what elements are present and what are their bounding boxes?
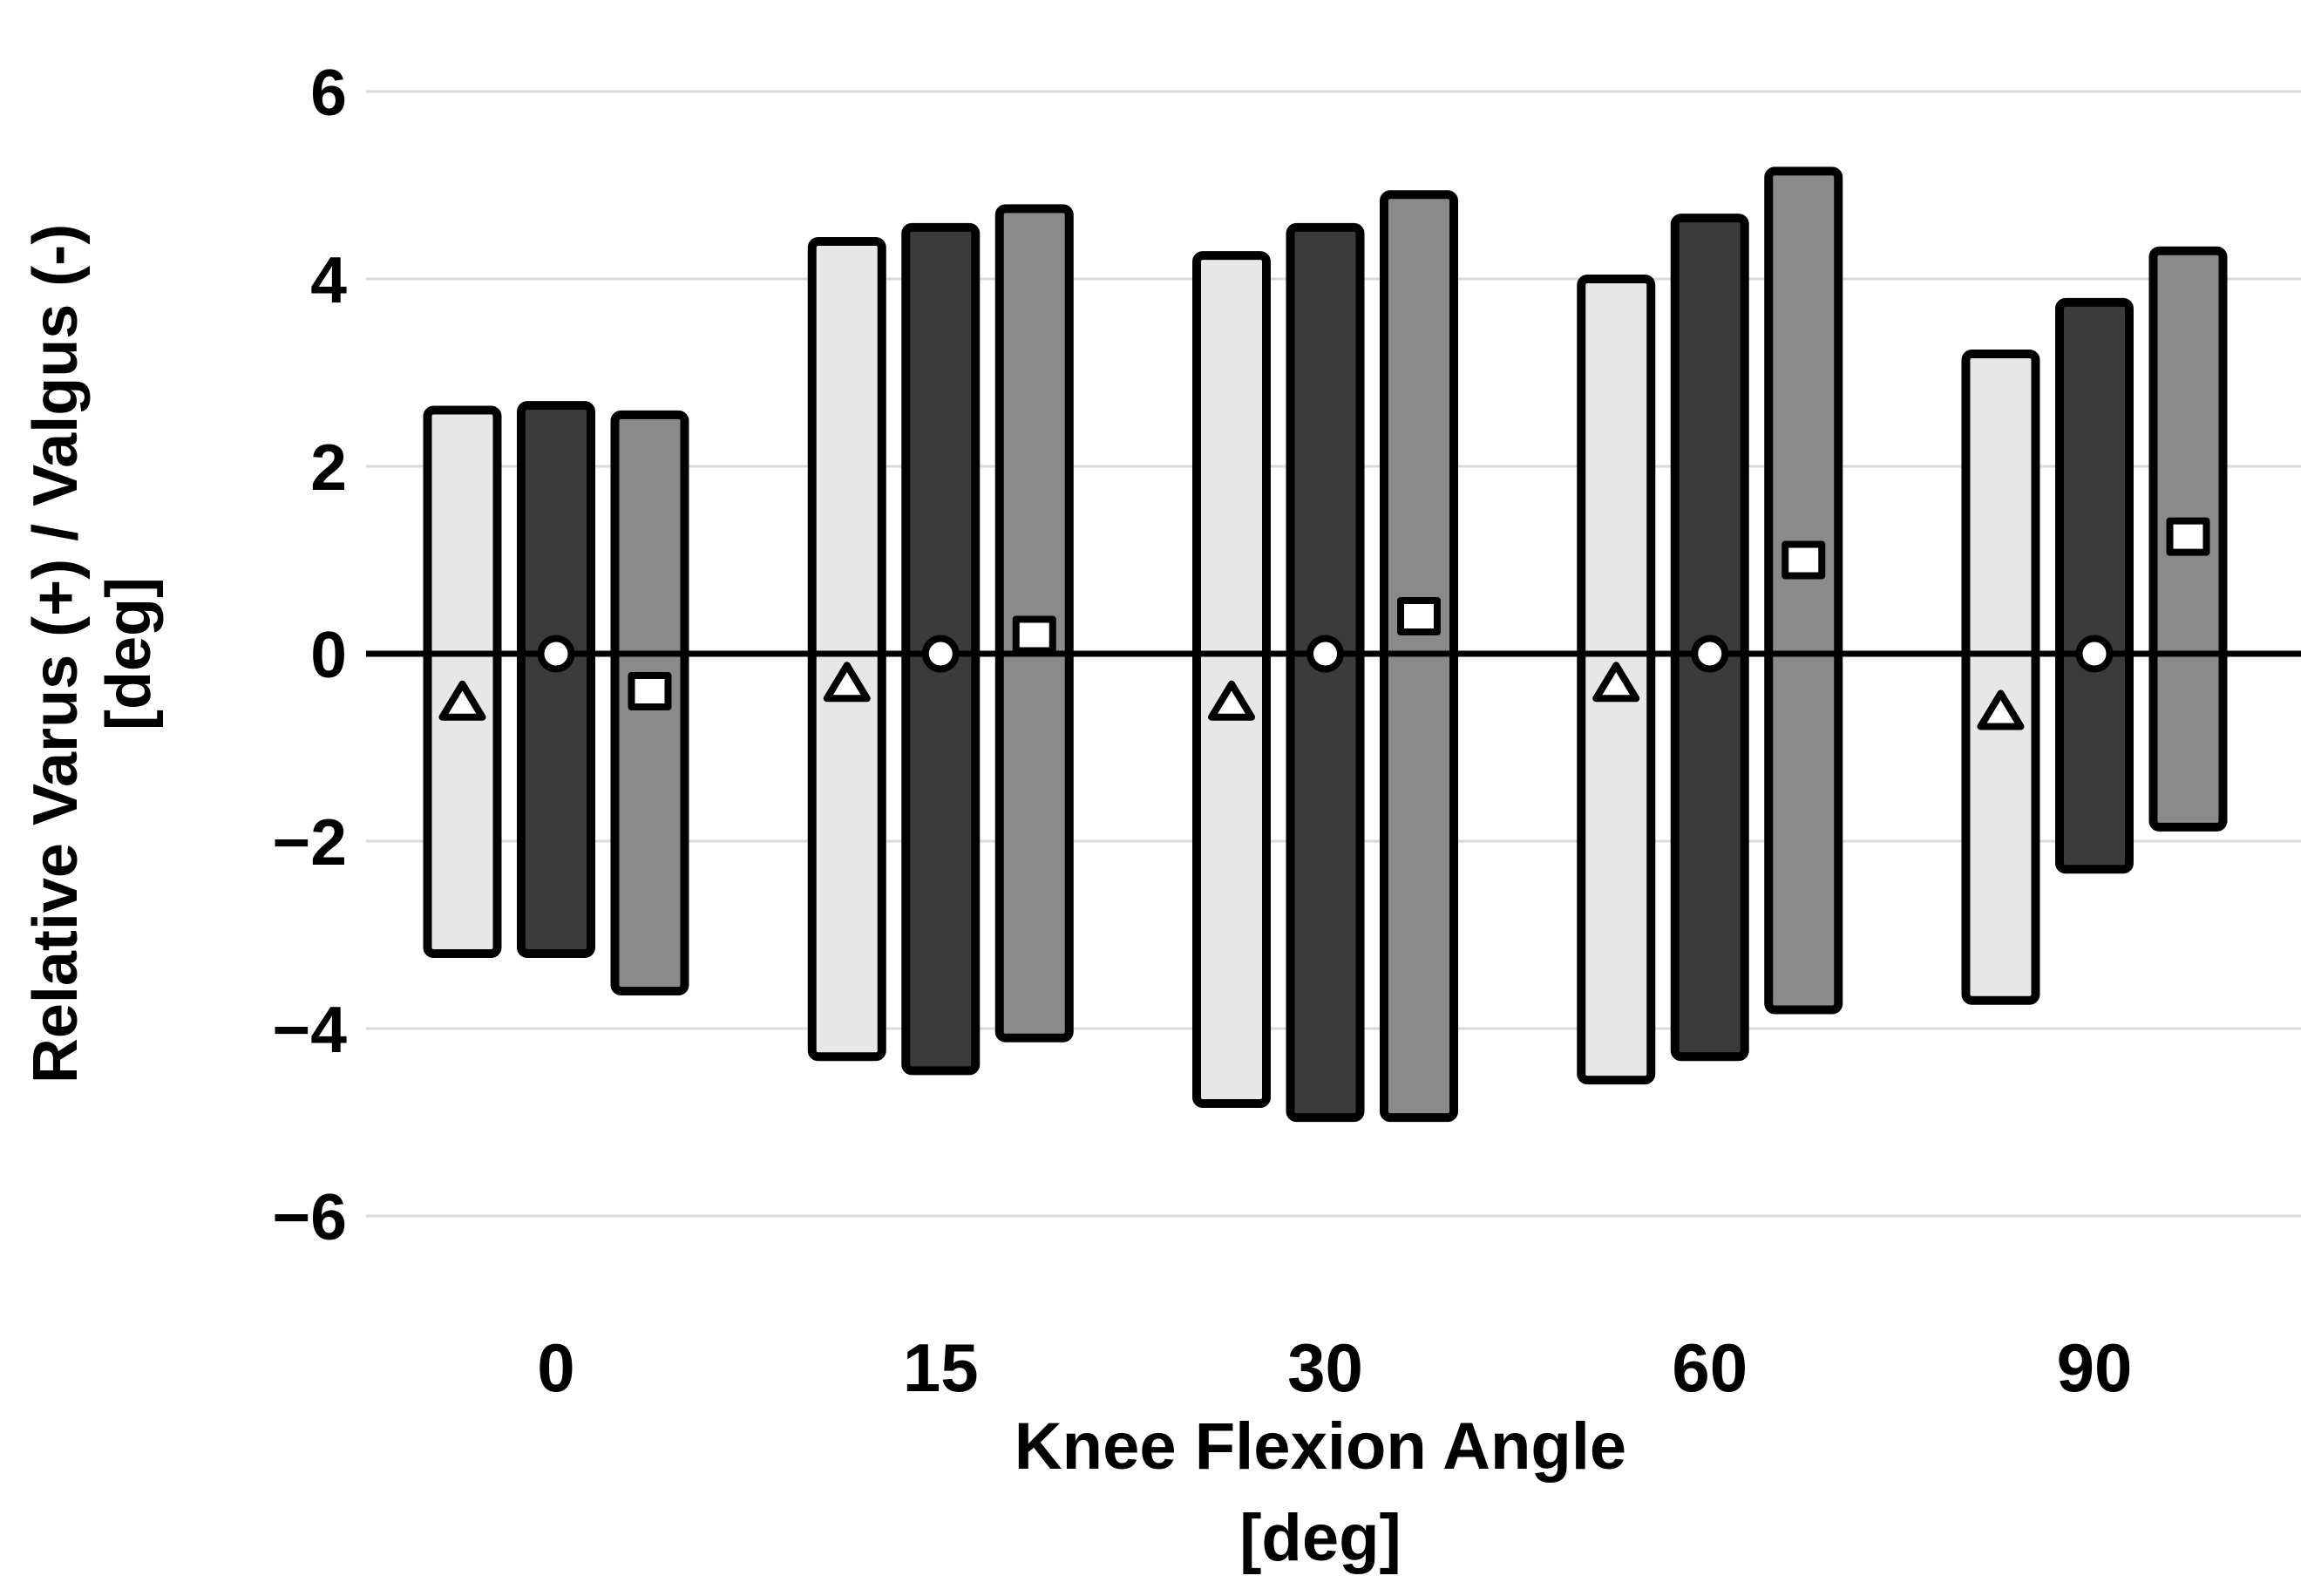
range-bar [517, 401, 595, 958]
square-marker [1397, 597, 1441, 635]
triangle-marker [823, 662, 871, 703]
x-tick-label: 0 [537, 1329, 574, 1406]
y-tick-label: −4 [272, 993, 347, 1066]
square-marker [1781, 540, 1826, 580]
circle-marker [1691, 635, 1729, 673]
square-marker [2166, 517, 2210, 556]
y-tick-label: 4 [310, 243, 347, 316]
x-tick-label: 90 [2057, 1329, 2133, 1406]
range-bar [2055, 297, 2134, 874]
circle-marker [2075, 635, 2114, 673]
square-marker [1012, 615, 1056, 655]
y-axis-unit: [deg] [94, 577, 164, 730]
y-tick-label: 0 [310, 618, 347, 691]
range-bar [807, 237, 886, 1062]
x-tick-label: 30 [1287, 1329, 1363, 1406]
x-axis-unit: [deg] [1239, 1501, 1401, 1575]
triangle-marker [438, 680, 486, 721]
triangle-marker [1208, 680, 1255, 721]
circle-marker [921, 635, 960, 673]
triangle-marker [1592, 662, 1640, 703]
triangle-marker [1977, 689, 2025, 730]
range-bar [1961, 350, 2040, 1005]
range-bar [1764, 166, 1843, 1015]
plot-area: 6 4 2 0 −2 −4 −6 0 15 30 60 90 [272, 56, 2301, 1406]
y-axis-title: Relative Varus (+) / Valgus (-) [21, 224, 91, 1083]
range-bar [1192, 251, 1271, 1108]
x-axis-title: Knee Flexion Angle [1015, 1409, 1626, 1484]
y-tick-label: 6 [310, 56, 347, 129]
x-tick-label: 60 [1672, 1329, 1748, 1406]
square-marker [628, 672, 672, 710]
x-tick-label: 15 [903, 1329, 979, 1406]
y-tick-label: −6 [272, 1180, 347, 1253]
circle-marker [537, 635, 575, 673]
circle-marker [1306, 635, 1344, 673]
y-tick-label: 2 [310, 431, 347, 504]
y-tick-label: −2 [272, 805, 347, 879]
